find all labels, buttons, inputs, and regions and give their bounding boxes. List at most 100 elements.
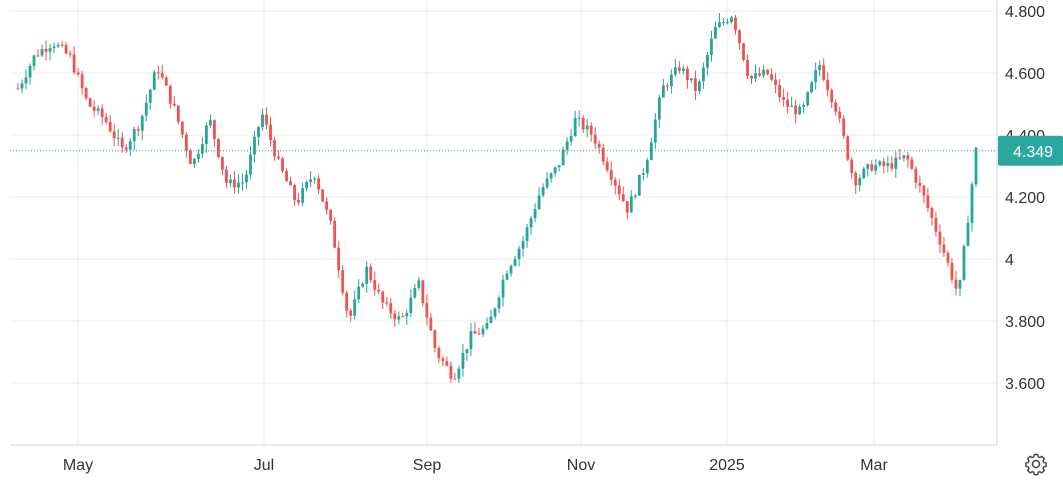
candle-body <box>517 248 521 259</box>
candle-body <box>116 137 120 139</box>
candle-body <box>441 358 445 362</box>
candle-body <box>84 88 88 99</box>
candle-body <box>673 67 677 75</box>
candle-body <box>734 17 737 31</box>
candle-body <box>285 171 288 182</box>
candle-body <box>637 174 641 196</box>
candle-body <box>722 22 725 24</box>
candle-body <box>273 140 276 157</box>
candle-body <box>164 77 168 86</box>
candle-body <box>36 55 40 57</box>
candle-body <box>353 299 357 316</box>
candle-body <box>902 155 906 159</box>
candle-body <box>830 90 834 103</box>
candle-body <box>842 118 846 137</box>
candle-body <box>128 141 132 150</box>
candle-body <box>44 49 48 52</box>
candle-body <box>48 48 52 52</box>
candle-body <box>802 105 806 107</box>
chart-grid <box>10 0 997 445</box>
candle-body <box>405 312 409 317</box>
candle-body <box>609 170 613 180</box>
candle-body <box>665 85 669 87</box>
current-price-label: 4.349 <box>1013 144 1053 161</box>
candle-body <box>297 199 300 203</box>
candle-body <box>838 111 842 119</box>
candle-body <box>417 280 421 288</box>
candle-body <box>305 181 309 189</box>
candle-body <box>934 218 938 232</box>
candle-body <box>289 181 292 186</box>
candle-body <box>261 114 264 128</box>
candle-body <box>593 134 597 144</box>
candle-body <box>381 291 385 303</box>
candle-body <box>910 159 914 169</box>
candle-body <box>176 105 180 122</box>
candle-body <box>774 79 777 86</box>
candle-body <box>92 106 96 111</box>
candle-body <box>237 182 240 188</box>
candle-body <box>966 222 970 246</box>
candle-body <box>156 72 160 74</box>
candle-body <box>754 73 757 79</box>
candle-body <box>509 265 513 274</box>
candle-body <box>762 69 765 76</box>
candle-body <box>265 114 268 125</box>
candle-body <box>834 102 838 112</box>
candle-body <box>249 154 252 175</box>
candle-body <box>20 83 24 89</box>
candle-body <box>200 144 204 154</box>
candle-body <box>257 127 260 137</box>
candle-body <box>221 156 224 170</box>
candle-body <box>581 117 585 130</box>
candle-body <box>333 220 337 248</box>
gear-icon <box>1025 453 1047 476</box>
candle-body <box>241 182 244 184</box>
candle-body <box>513 258 517 266</box>
candle-body <box>152 72 156 90</box>
candle-body <box>565 141 569 150</box>
candle-body <box>605 161 609 171</box>
candle-body <box>533 209 537 219</box>
candle-body <box>397 316 401 320</box>
candle-body <box>96 108 100 111</box>
candle-body <box>245 174 248 183</box>
candle-body <box>469 331 473 350</box>
candle-body <box>770 74 773 80</box>
candle-body <box>746 60 749 76</box>
candle-body <box>569 136 573 142</box>
candle-body <box>850 159 854 174</box>
settings-button[interactable] <box>1024 452 1048 476</box>
candle-body <box>28 65 32 78</box>
candle-body <box>409 297 413 313</box>
candle-body <box>52 46 56 49</box>
candle-body <box>778 85 781 98</box>
candle-body <box>525 227 529 241</box>
candle-body <box>425 303 429 318</box>
candle-body <box>950 262 954 280</box>
y-tick-label: 3.800 <box>1005 314 1045 331</box>
candle-body <box>758 73 761 76</box>
candle-body <box>690 78 693 81</box>
candle-body <box>810 82 814 93</box>
x-tick-label: Jul <box>254 457 274 474</box>
candle-body <box>930 208 934 219</box>
candle-body <box>32 55 36 66</box>
candle-body <box>269 124 272 141</box>
candle-body <box>401 316 405 318</box>
candle-body <box>277 156 280 159</box>
candle-body <box>882 161 886 166</box>
candle-body <box>473 331 477 334</box>
candle-body <box>104 116 108 122</box>
candle-body <box>477 333 481 335</box>
candle-body <box>657 97 661 120</box>
candle-body <box>24 77 28 84</box>
candle-body <box>585 125 589 130</box>
candle-body <box>481 328 485 335</box>
current-price-tag-bg <box>998 135 1063 166</box>
candle-body <box>461 353 465 369</box>
candle-body <box>946 252 950 263</box>
candle-body <box>898 157 902 159</box>
candle-body <box>942 244 946 253</box>
